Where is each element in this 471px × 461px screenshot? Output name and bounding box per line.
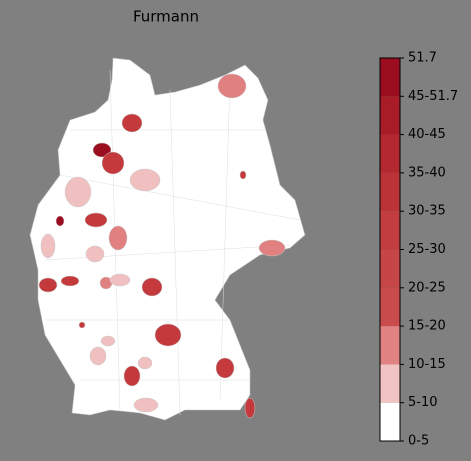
district [40, 233, 56, 259]
district [217, 73, 247, 99]
colorbar-segment [380, 211, 400, 250]
colorbar-segment [380, 172, 400, 212]
district [92, 142, 112, 158]
colorbar-segment [380, 364, 400, 403]
district [100, 335, 116, 347]
colorbar-segment [380, 287, 400, 327]
district [38, 277, 58, 293]
district [84, 212, 108, 228]
colorbar-label: 0-5 [408, 434, 429, 449]
colorbar: 0-5 5-10 10-15 15-20 20-25 25-30 30-35 35-40 40-… [379, 51, 458, 449]
colorbar-label: 30-35 [408, 204, 446, 219]
district [137, 356, 153, 370]
district [85, 245, 105, 263]
district [258, 239, 286, 257]
district [55, 215, 65, 227]
colorbar-label: 5-10 [408, 395, 438, 410]
colorbar-label: 10-15 [408, 357, 446, 372]
district [121, 113, 143, 133]
district [154, 323, 182, 347]
colorbar-segment [380, 134, 400, 173]
colorbar-segment [380, 402, 400, 441]
district [123, 365, 141, 387]
colorbar-label: 51.7 [408, 51, 437, 66]
highlighted-districts [38, 73, 286, 419]
colorbar-segment [380, 249, 400, 288]
colorbar-label: 35-40 [408, 165, 446, 180]
colorbar-label: 40-45 [408, 127, 446, 142]
district [129, 168, 161, 192]
district [64, 176, 92, 208]
district [78, 321, 86, 329]
district [101, 151, 125, 175]
colorbar-segment [380, 58, 400, 97]
map-title: Furmann [133, 8, 199, 26]
district [108, 225, 128, 251]
district [239, 170, 247, 180]
colorbar-segment [380, 96, 400, 135]
district [141, 277, 163, 297]
colorbar-label: 20-25 [408, 280, 446, 295]
district [133, 397, 159, 413]
colorbar-label: 25-30 [408, 242, 446, 257]
germany-map [29, 57, 306, 421]
district [244, 397, 256, 419]
colorbar-label: 45-51.7 [408, 89, 458, 104]
colorbar-segment [380, 326, 400, 365]
district [109, 273, 131, 287]
colorbar-label: 15-20 [408, 319, 446, 334]
district [89, 346, 107, 366]
district [60, 275, 80, 287]
district [215, 357, 235, 379]
